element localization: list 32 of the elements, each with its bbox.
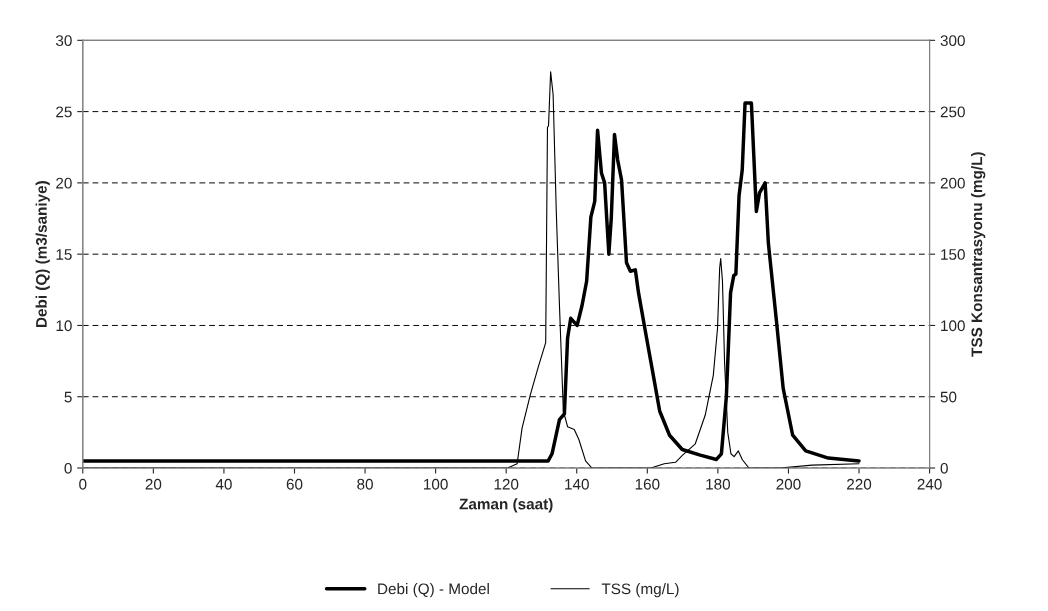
y2-tick-label: 0 — [940, 462, 948, 474]
x-tick-label: 60 — [286, 478, 303, 490]
x-tick-label: 20 — [145, 478, 162, 490]
y-tick-label: 10 — [56, 320, 72, 332]
y-tick-label: 20 — [56, 177, 72, 189]
y2-tick-label: 150 — [941, 249, 965, 260]
y2-axis-title: TSS Konsantrasyonu (mg/L) — [971, 152, 986, 357]
y2-tick-label: 50 — [940, 391, 957, 403]
y-tick-label: 30 — [55, 35, 72, 47]
x-tick-label: 200 — [776, 478, 801, 490]
x-tick-label: 180 — [706, 478, 731, 490]
y2-tick-label: 300 — [940, 35, 965, 47]
x-tick-label: 40 — [215, 478, 232, 490]
x-axis-title: Zaman (saat) — [459, 498, 553, 513]
y2-tick-label: 100 — [941, 320, 965, 332]
y2-tick-label: 250 — [940, 106, 965, 118]
legend-label: Debi (Q) - Model — [378, 583, 489, 598]
y-tick-label: 5 — [64, 391, 72, 403]
y-tick-label: 25 — [56, 106, 72, 118]
x-tick-label: 100 — [424, 478, 448, 490]
y-tick-label: 0 — [64, 462, 72, 474]
y-axis-title: Debi (Q) (m3/saniye) — [35, 181, 50, 328]
y-tick-label: 15 — [56, 249, 72, 260]
legend-label: TSS (mg/L) — [601, 583, 679, 598]
x-tick-label: 160 — [635, 478, 660, 490]
x-tick-label: 220 — [847, 478, 872, 490]
y2-tick-label: 200 — [940, 177, 965, 189]
x-tick-label: 140 — [565, 478, 589, 490]
x-tick-label: 120 — [494, 478, 519, 490]
x-tick-label: 80 — [357, 478, 373, 490]
x-tick-label: 0 — [79, 478, 87, 490]
x-tick-label: 240 — [917, 478, 942, 490]
